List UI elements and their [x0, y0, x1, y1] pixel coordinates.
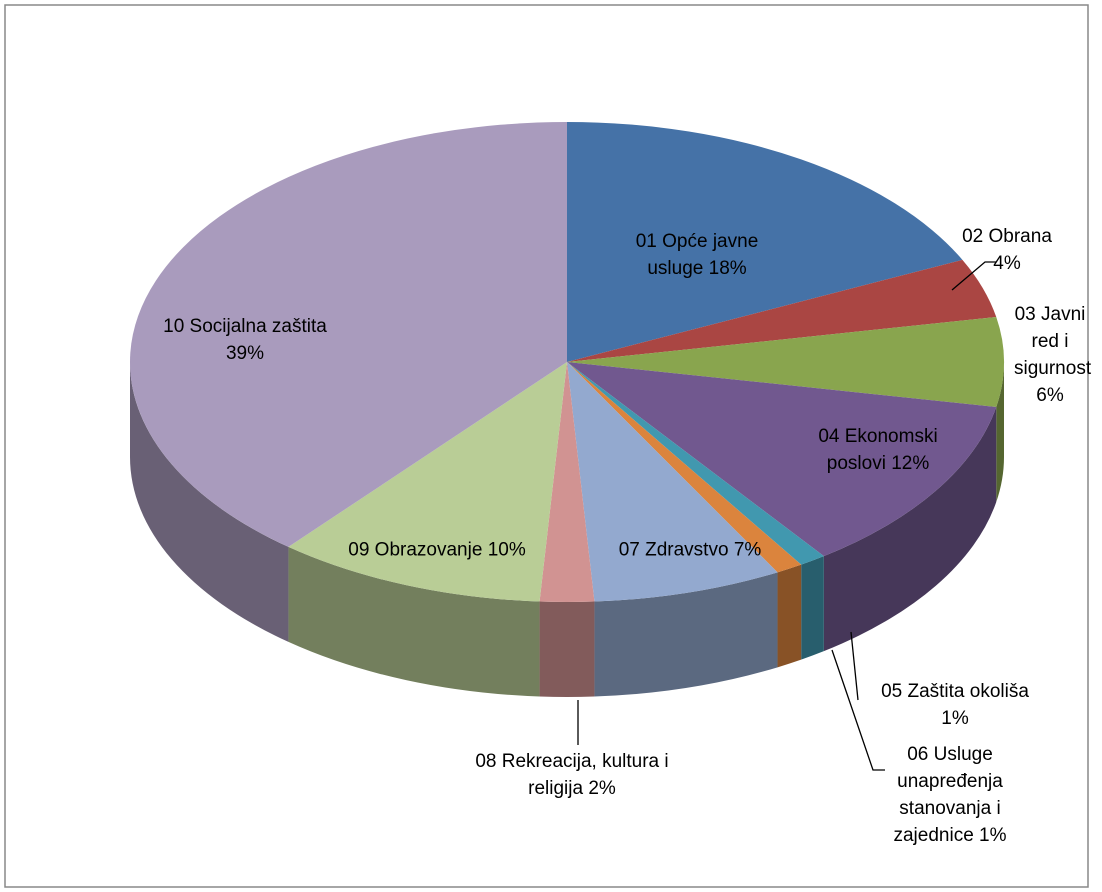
slice-side: [594, 572, 778, 697]
slice-side: [823, 406, 997, 652]
value-label: 1%: [941, 708, 969, 729]
slice: [567, 362, 802, 573]
slice: [567, 317, 1004, 407]
value-label: 12%: [891, 453, 930, 474]
pie: [129, 122, 1004, 698]
data-label: 04 Ekonomski poslovi 12%: [793, 423, 963, 477]
slice: [567, 122, 963, 362]
category-label: 03 Javni red i sigurnost: [1014, 304, 1092, 379]
chart-border: [4, 4, 1089, 888]
category-label: 01 Opće javne usluge: [635, 231, 759, 279]
slice: [539, 362, 595, 602]
value-label: 2%: [588, 778, 616, 799]
value-label: 7%: [733, 539, 762, 561]
slice: [567, 259, 997, 362]
slice-side: [288, 546, 540, 697]
category-label: 09 Obrazovanje: [348, 539, 483, 561]
category-label: 04 Ekonomski poslovi: [818, 426, 938, 474]
slice: [567, 362, 778, 602]
category-label: 06 Usluge unapređenja stanovanja i zajed…: [893, 744, 1003, 846]
slice-side: [996, 362, 1004, 502]
value-label: 1%: [979, 825, 1007, 846]
data-label: 01 Opće javne usluge 18%: [607, 228, 787, 282]
value-label: 6%: [1036, 385, 1064, 406]
value-label: 18%: [708, 258, 747, 279]
leader-line: [850, 631, 859, 701]
category-label: 05 Zaštita okoliša: [881, 681, 1029, 702]
slice-side: [539, 601, 595, 698]
category-label: 08 Rekreacija, kultura i religija: [475, 751, 669, 799]
slice: [567, 362, 824, 565]
slice-side: [777, 564, 802, 668]
leader-line: [951, 261, 996, 291]
slice-side: [129, 362, 289, 642]
leader-line: [831, 649, 885, 771]
slice: [288, 362, 567, 602]
data-label: 06 Usluge unapređenja stanovanja i zajed…: [880, 741, 1020, 849]
data-label: 02 Obrana 4%: [962, 223, 1052, 277]
slice: [567, 362, 997, 557]
data-label: 07 Zdravstvo 7%: [560, 537, 820, 564]
data-label: 05 Zaštita okoliša 1%: [865, 678, 1045, 732]
category-label: 07 Zdravstvo: [618, 539, 729, 561]
slice-side: [801, 556, 824, 660]
value-label: 39%: [225, 343, 265, 364]
data-label: 08 Rekreacija, kultura i religija 2%: [472, 748, 672, 802]
data-label: 10 Socijalna zaštita 39%: [145, 313, 345, 367]
data-label: 03 Javni red i sigurnost 6%: [1014, 301, 1091, 409]
slice: [130, 122, 567, 547]
value-label: 4%: [993, 253, 1021, 274]
category-label: 10 Socijalna zaštita: [163, 316, 327, 337]
value-label: 10%: [487, 539, 526, 561]
data-label: 09 Obrazovanje 10%: [337, 537, 537, 564]
category-label: 02 Obrana: [962, 226, 1052, 247]
